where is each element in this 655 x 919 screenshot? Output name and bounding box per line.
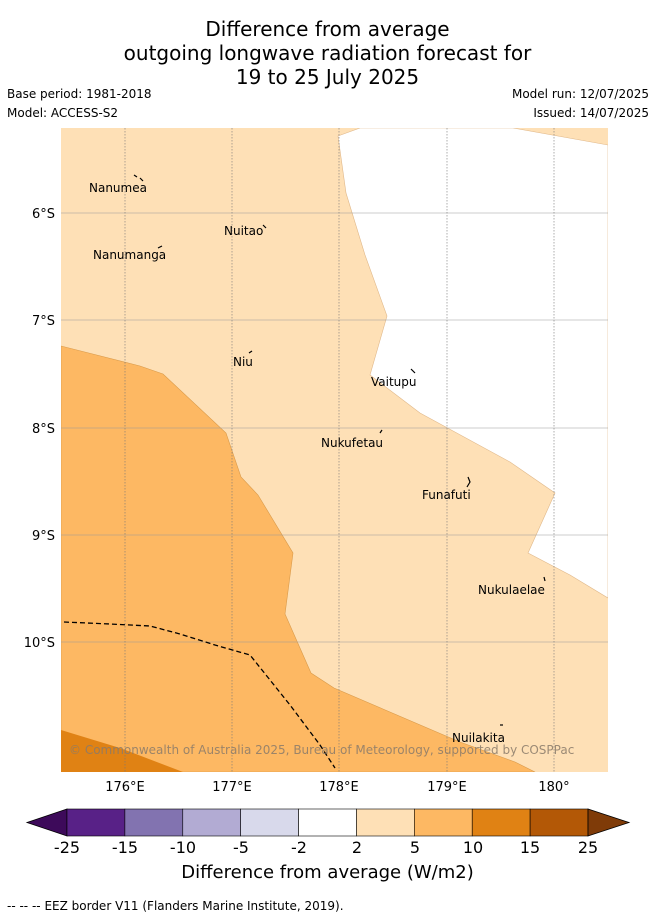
place-label-nukufetau: Nukufetau xyxy=(321,436,383,450)
lon-tick-176e: 176°E xyxy=(105,780,145,795)
colorbar-swatch xyxy=(471,808,531,837)
colorbar-swatch xyxy=(298,808,357,837)
colorbar-tick-minus-2: -2 xyxy=(291,838,307,857)
place-label-nanumea: Nanumea xyxy=(89,181,147,195)
title-line-1: Difference from average xyxy=(205,17,450,41)
colorbar-extend-high xyxy=(587,808,631,837)
colorbar-tick-10: 10 xyxy=(462,838,484,857)
eez-legend-marker: -- -- -- xyxy=(7,899,41,913)
base-period: Base period: 1981-2018 xyxy=(7,87,152,101)
graticule xyxy=(61,128,608,772)
colorbar-swatch xyxy=(414,808,473,837)
place-label-nanumanga: Nanumanga xyxy=(93,248,166,262)
colorbar-swatch xyxy=(182,808,241,837)
colorbar-title: Difference from average (W/m2) xyxy=(181,862,474,883)
lon-tick-178e: 178°E xyxy=(319,780,359,795)
place-label-nukulaelae: Nukulaelae xyxy=(478,583,545,597)
eez-legend-label: EEZ border V11 (Flanders Marine Institut… xyxy=(44,899,344,913)
lon-tick-179e: 179°E xyxy=(427,780,467,795)
colorbar-swatch xyxy=(356,808,415,837)
title-line-2: outgoing longwave radiation forecast for xyxy=(123,41,532,65)
place-label-niu: Niu xyxy=(233,355,253,369)
band-neutral xyxy=(337,128,608,599)
colorbar-tick-minus-15: -15 xyxy=(111,838,139,857)
colorbar-tick-15: 15 xyxy=(519,838,541,857)
model-name: Model: ACCESS-S2 xyxy=(7,106,119,120)
colorbar-swatch xyxy=(124,808,184,837)
lon-tick-180: 180° xyxy=(538,780,569,795)
colorbar-swatch xyxy=(66,808,126,837)
band-5-to-10 xyxy=(61,345,536,772)
title-line-3: 19 to 25 July 2025 xyxy=(235,65,420,89)
colorbar-tick-2: 2 xyxy=(351,838,363,857)
colorbar xyxy=(25,808,631,837)
colorbar-tick-minus-25: -25 xyxy=(53,838,81,857)
lat-tick-7s: 7°S xyxy=(32,314,55,329)
lat-tick-10s: 10°S xyxy=(24,636,55,651)
place-label-nuilakita: Nuilakita xyxy=(452,731,505,745)
lon-tick-177e: 177°E xyxy=(212,780,252,795)
place-label-vaitupu: Vaitupu xyxy=(371,375,417,389)
place-label-nuitao: Nuitao xyxy=(224,224,263,238)
colorbar-extend-low xyxy=(25,808,68,837)
colorbar-tick-minus-10: -10 xyxy=(169,838,197,857)
island-outlines xyxy=(133,174,546,726)
band-10-to-15 xyxy=(61,730,183,772)
colorbar-tick-5: 5 xyxy=(409,838,421,857)
colorbar-tick-minus-5: -5 xyxy=(233,838,249,857)
copyright-notice: © Commonwealth of Australia 2025, Bureau… xyxy=(69,743,574,757)
colorbar-swatch xyxy=(240,808,299,837)
lat-tick-6s: 6°S xyxy=(32,207,55,222)
place-label-funafuti: Funafuti xyxy=(422,488,471,502)
anomaly-fill-layer xyxy=(61,128,608,772)
eez-legend: -- -- -- EEZ border V11 (Flanders Marine… xyxy=(7,899,344,913)
colorbar-tick-25: 25 xyxy=(577,838,599,857)
lat-tick-9s: 9°S xyxy=(32,529,55,544)
issued-date: Issued: 14/07/2025 xyxy=(533,106,649,120)
colorbar-swatch xyxy=(529,808,589,837)
model-run: Model run: 12/07/2025 xyxy=(511,87,649,101)
eez-border-line xyxy=(63,621,336,769)
lat-tick-8s: 8°S xyxy=(32,422,55,437)
